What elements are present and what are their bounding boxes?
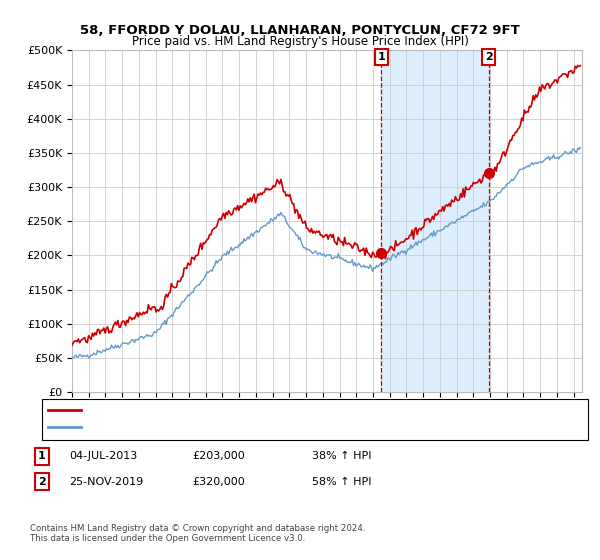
Text: £320,000: £320,000 xyxy=(192,477,245,487)
Text: Price paid vs. HM Land Registry's House Price Index (HPI): Price paid vs. HM Land Registry's House … xyxy=(131,35,469,49)
Text: 58, FFORDD Y DOLAU, LLANHARAN, PONTYCLUN, CF72 9FT (detached house): 58, FFORDD Y DOLAU, LLANHARAN, PONTYCLUN… xyxy=(87,405,488,416)
Bar xyxy=(382,50,488,392)
Text: 38% ↑ HPI: 38% ↑ HPI xyxy=(312,451,371,461)
Text: £203,000: £203,000 xyxy=(192,451,245,461)
Text: 1: 1 xyxy=(377,52,385,62)
Text: 58, FFORDD Y DOLAU, LLANHARAN, PONTYCLUN, CF72 9FT: 58, FFORDD Y DOLAU, LLANHARAN, PONTYCLUN… xyxy=(80,24,520,38)
Text: HPI: Average price, detached house, Rhondda Cynon Taf: HPI: Average price, detached house, Rhon… xyxy=(87,422,380,432)
Text: 1: 1 xyxy=(38,451,46,461)
Text: 25-NOV-2019: 25-NOV-2019 xyxy=(69,477,143,487)
Text: 04-JUL-2013: 04-JUL-2013 xyxy=(69,451,137,461)
Text: 2: 2 xyxy=(38,477,46,487)
Text: 2: 2 xyxy=(485,52,493,62)
Text: Contains HM Land Registry data © Crown copyright and database right 2024.
This d: Contains HM Land Registry data © Crown c… xyxy=(30,524,365,543)
Text: 58% ↑ HPI: 58% ↑ HPI xyxy=(312,477,371,487)
